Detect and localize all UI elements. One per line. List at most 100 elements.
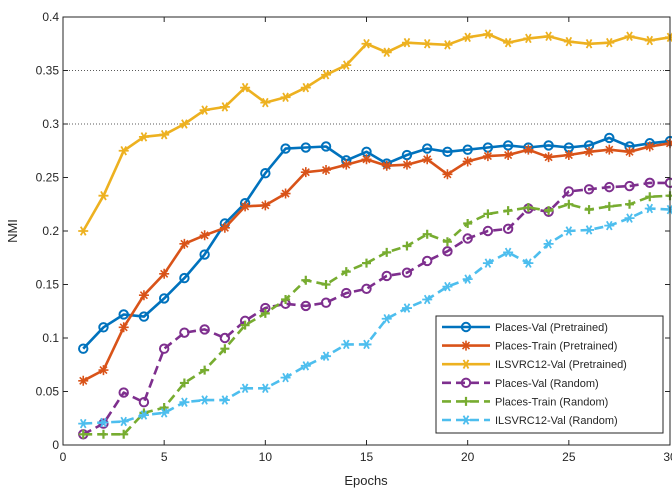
marker-asterisk	[159, 408, 170, 418]
data-point	[321, 165, 332, 176]
marker-asterisk	[563, 36, 574, 47]
marker-asterisk	[461, 415, 471, 425]
data-point	[260, 168, 271, 179]
marker-star	[78, 375, 89, 386]
data-point	[401, 159, 412, 170]
marker-plus	[119, 429, 129, 439]
data-point	[584, 225, 595, 235]
data-point	[321, 351, 332, 361]
marker-circle	[462, 144, 473, 155]
marker-asterisk	[482, 258, 493, 268]
marker-asterisk	[280, 92, 291, 103]
marker-asterisk	[118, 145, 129, 156]
marker-asterisk	[624, 31, 635, 42]
marker-asterisk	[138, 410, 149, 420]
marker-asterisk	[523, 33, 534, 44]
data-point	[543, 152, 554, 163]
marker-star	[401, 159, 412, 170]
marker-circle	[199, 249, 210, 260]
marker-star	[442, 169, 453, 180]
marker-star	[300, 167, 311, 178]
marker-circle	[158, 343, 170, 354]
data-point	[624, 146, 635, 157]
marker-star	[461, 340, 471, 351]
data-point	[563, 150, 574, 161]
data-point	[624, 180, 635, 192]
data-point	[482, 151, 493, 162]
marker-plus	[523, 202, 533, 212]
marker-asterisk	[361, 38, 372, 49]
data-point	[361, 283, 372, 294]
data-point	[118, 145, 129, 156]
legend: Places-Val (Pretrained) Places-Train (Pre…	[435, 315, 664, 434]
marker-plus	[240, 320, 250, 330]
data-point	[138, 290, 149, 301]
marker-asterisk	[300, 82, 311, 93]
data-point	[463, 219, 473, 229]
data-point	[280, 143, 291, 154]
marker-plus	[98, 429, 108, 439]
x-tick-label: 15	[360, 450, 374, 464]
data-point	[78, 226, 89, 236]
data-point	[341, 267, 351, 277]
marker-asterisk	[78, 418, 89, 429]
marker-asterisk	[381, 313, 392, 324]
marker-asterisk	[98, 190, 109, 201]
marker-plus	[301, 275, 311, 285]
marker-star	[523, 144, 534, 155]
marker-circle	[422, 255, 433, 267]
marker-circle	[219, 332, 231, 344]
data-point	[645, 192, 655, 202]
data-point	[462, 274, 473, 284]
x-tick-label: 5	[161, 450, 168, 464]
marker-circle	[179, 327, 190, 338]
data-point	[260, 383, 271, 394]
marker-circle	[460, 321, 472, 333]
marker-asterisk	[381, 47, 392, 58]
marker-asterisk	[604, 220, 615, 231]
marker-asterisk	[219, 395, 230, 405]
data-point	[422, 154, 433, 165]
marker-asterisk	[280, 372, 291, 383]
marker-circle	[280, 143, 291, 154]
data-point	[341, 339, 352, 350]
data-point	[442, 281, 453, 292]
data-point	[482, 258, 493, 268]
data-point	[260, 97, 271, 108]
marker-asterisk	[624, 213, 635, 223]
data-point	[341, 60, 352, 70]
marker-circle	[401, 267, 413, 278]
data-point	[361, 154, 372, 165]
data-point	[523, 202, 533, 212]
marker-star	[260, 200, 271, 211]
marker-asterisk	[341, 339, 352, 350]
data-point	[199, 395, 210, 405]
marker-circle	[341, 287, 352, 299]
marker-circle	[422, 143, 433, 154]
marker-asterisk	[563, 226, 574, 236]
legend-item: ILSVRC12-Val (Random)	[442, 415, 618, 427]
marker-asterisk	[442, 281, 453, 292]
legend-marker	[461, 396, 471, 406]
marker-plus	[544, 206, 554, 216]
marker-circle	[300, 300, 311, 312]
data-point	[442, 40, 453, 50]
data-point	[584, 146, 595, 157]
data-point	[442, 237, 452, 247]
marker-circle	[179, 272, 190, 284]
marker-asterisk	[321, 351, 332, 361]
marker-star	[138, 290, 149, 301]
data-point	[361, 339, 372, 350]
data-point	[320, 141, 332, 152]
data-point	[300, 82, 311, 93]
marker-circle	[361, 283, 372, 294]
data-point	[300, 361, 311, 371]
y-tick-label: 0.1	[42, 331, 59, 345]
data-point	[604, 132, 615, 144]
marker-plus	[159, 403, 169, 413]
marker-star	[361, 154, 372, 165]
data-point	[523, 33, 534, 44]
data-point	[422, 294, 433, 305]
marker-star	[563, 150, 574, 161]
marker-asterisk	[401, 37, 412, 48]
